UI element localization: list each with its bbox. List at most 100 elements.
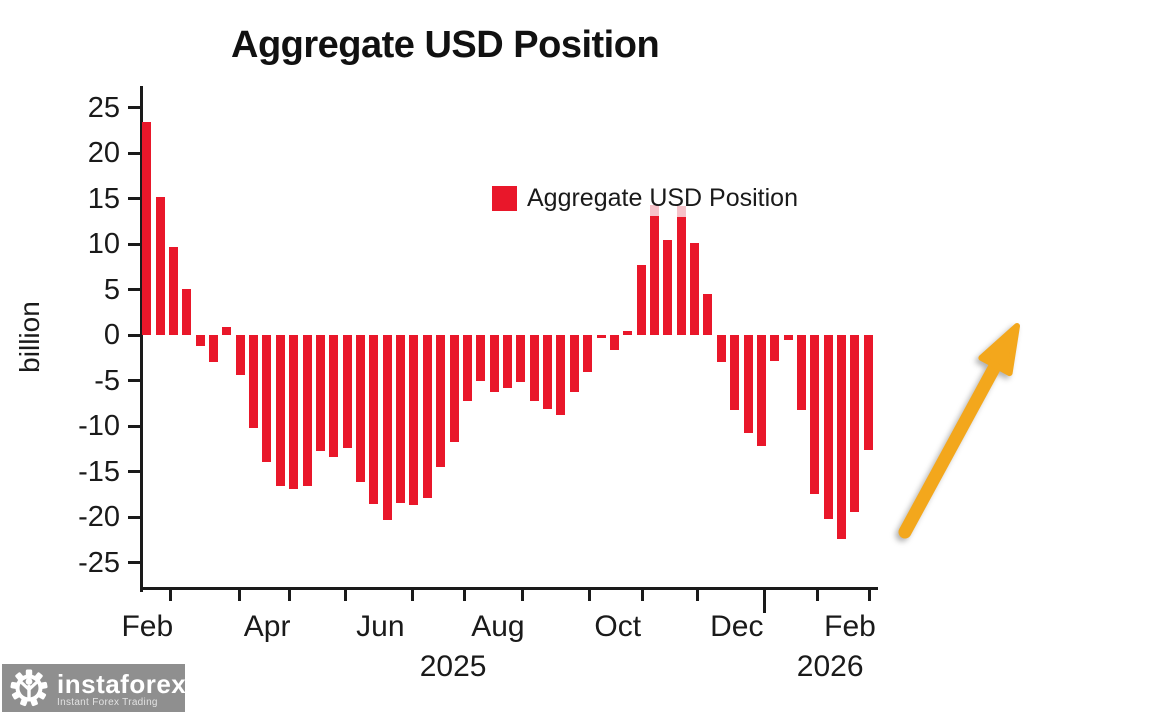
bar xyxy=(569,335,579,393)
bar xyxy=(462,335,472,402)
bar xyxy=(716,335,726,363)
bar xyxy=(476,335,486,382)
bar xyxy=(690,243,700,335)
gear-person-icon xyxy=(7,666,51,715)
bar xyxy=(235,335,245,376)
x-month-label: Oct xyxy=(594,610,642,643)
bar xyxy=(850,335,860,513)
bar xyxy=(756,335,766,447)
bar xyxy=(650,215,659,335)
bar xyxy=(623,331,633,335)
bar xyxy=(783,335,793,340)
x-tick xyxy=(520,588,524,601)
bar xyxy=(342,335,352,448)
x-month-label: Dec xyxy=(710,610,764,643)
bar xyxy=(155,196,165,335)
legend: Aggregate USD Position xyxy=(492,184,798,213)
bar xyxy=(516,335,526,383)
x-tick xyxy=(867,588,871,601)
bar xyxy=(609,335,619,351)
y-tick-label: 20 xyxy=(87,137,120,169)
y-tick-label: 25 xyxy=(87,91,120,124)
x-tick xyxy=(411,588,415,601)
y-tick-label: -5 xyxy=(94,364,120,397)
bar xyxy=(409,335,419,506)
x-tick xyxy=(463,588,467,601)
bar xyxy=(275,335,285,487)
y-tick xyxy=(128,379,140,382)
bar xyxy=(663,240,673,335)
bar xyxy=(529,335,539,401)
bar xyxy=(329,335,339,457)
x-month-label: Feb xyxy=(824,610,876,643)
bar xyxy=(810,335,820,495)
bar xyxy=(302,335,312,487)
bar xyxy=(823,335,833,519)
y-tick xyxy=(128,424,140,428)
bar xyxy=(503,335,512,388)
y-axis-title: billion xyxy=(14,301,45,373)
bar xyxy=(703,294,713,335)
logo-name: instaforex xyxy=(57,669,187,699)
bar xyxy=(222,326,232,335)
bar xyxy=(369,335,379,505)
y-tick xyxy=(128,242,140,246)
x-month-label: Feb xyxy=(121,610,174,643)
plot-area: billion 25 20 15 10 5 0 -5 -10 -15 -20 -25 Feb Apr Ju… xyxy=(14,86,878,683)
bar xyxy=(676,216,686,335)
x-tick xyxy=(343,588,347,601)
bar xyxy=(583,335,593,373)
bar xyxy=(636,264,646,335)
y-tick xyxy=(128,197,140,200)
bar xyxy=(596,335,606,338)
bar xyxy=(289,335,299,489)
y-tick-label: 15 xyxy=(87,182,120,215)
x-tick xyxy=(588,588,592,601)
y-tick xyxy=(128,333,140,337)
y-tick xyxy=(128,515,140,519)
bar xyxy=(262,335,272,463)
x-tick xyxy=(816,588,820,601)
y-tick-label: 10 xyxy=(87,228,120,260)
x-axis-line xyxy=(140,587,878,590)
x-tick xyxy=(168,588,172,601)
y-tick-label: -15 xyxy=(78,455,120,488)
x-tick xyxy=(641,588,645,601)
bar xyxy=(837,335,847,539)
logo-tagline: Instant Forex Trading xyxy=(57,697,158,708)
bar xyxy=(543,335,553,409)
bar xyxy=(436,335,446,467)
bar xyxy=(489,335,499,393)
x-year-separator-tick xyxy=(763,588,767,613)
bar xyxy=(195,335,205,346)
bar xyxy=(743,335,753,434)
x-month-label: Apr xyxy=(243,610,291,643)
bar xyxy=(209,335,218,363)
y-tick-label: 0 xyxy=(103,319,120,351)
chart-title: Aggregate USD Position xyxy=(231,24,660,66)
y-tick-label: -10 xyxy=(78,410,120,442)
bar xyxy=(730,335,740,410)
x-year-label: 2025 xyxy=(419,650,487,683)
x-tick xyxy=(238,588,242,601)
bar xyxy=(356,335,365,482)
y-tick-label: -25 xyxy=(78,546,120,579)
bar xyxy=(863,335,873,450)
y-tick xyxy=(128,106,140,109)
bar xyxy=(449,335,459,443)
bar xyxy=(382,335,392,520)
bar xyxy=(142,122,152,335)
y-tick xyxy=(128,561,140,564)
y-tick xyxy=(128,470,140,473)
x-tick xyxy=(695,588,699,601)
bar xyxy=(396,335,406,504)
x-month-label: Aug xyxy=(471,610,525,643)
legend-swatch-red xyxy=(492,186,517,211)
y-tick xyxy=(128,288,140,291)
legend-label: Aggregate USD Position xyxy=(527,184,798,212)
bar xyxy=(182,288,192,335)
x-month-label: Jun xyxy=(356,610,405,643)
bar xyxy=(168,246,178,335)
bar xyxy=(315,335,325,452)
